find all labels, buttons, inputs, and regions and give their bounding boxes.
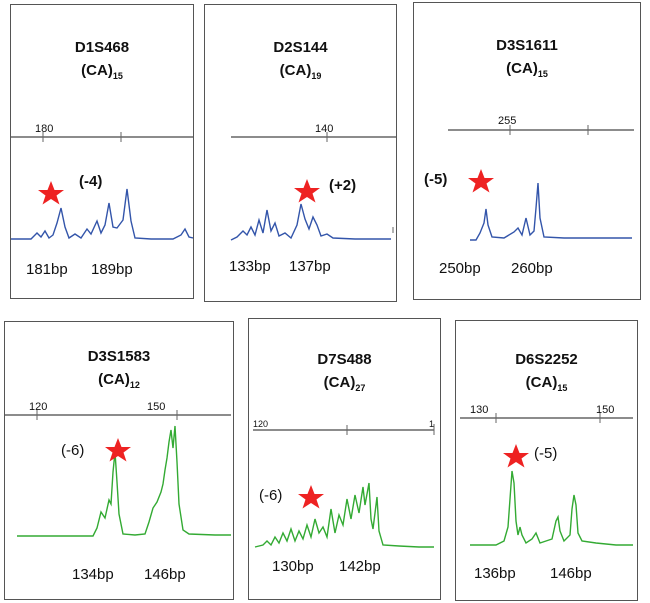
axis-tick-label: 120 [29, 401, 48, 413]
repeat-motif: (CA)19 [279, 62, 322, 81]
panel-d6s2252: D6S2252 (CA)15 130 150 (-5) 136bp 146bp [455, 320, 638, 601]
repeat-motif: (CA)27 [323, 374, 366, 393]
axis-tick-label: 140 [315, 123, 334, 135]
axis-tick-label: 255 [498, 115, 517, 127]
star-icon [105, 438, 131, 462]
allele-size-label: 134bp [72, 566, 114, 583]
repeat-motif: (CA)15 [81, 62, 123, 81]
axis-tick-label: 180 [35, 123, 54, 135]
allele-shift-label: (-4) [79, 173, 103, 190]
trace-d7s488 [253, 424, 435, 548]
panel-d7s488: D7S488 (CA)27 120 1 (-6) 130bp 142bp [248, 318, 441, 600]
allele-size-label: 133bp [229, 258, 271, 275]
trace-d3s1583 [5, 410, 231, 537]
panel-d3s1611: D3S1611 (CA)15 255 (-5) 250bp 260bp [413, 2, 641, 300]
allele-size-label: 181bp [26, 261, 68, 278]
allele-shift-label: (-6) [259, 487, 283, 504]
axis-tick-label: 130 [470, 404, 489, 416]
allele-size-label: 146bp [550, 565, 592, 582]
trace-d3s1611 [448, 125, 634, 241]
axis-tick-label: 150 [147, 401, 166, 413]
trace-d1s468 [11, 132, 193, 240]
allele-shift-label: (+2) [329, 177, 357, 194]
allele-size-label: 250bp [439, 260, 481, 277]
allele-size-label: 146bp [144, 566, 186, 583]
trace-d2s144 [230, 132, 396, 241]
allele-size-label: 260bp [511, 260, 553, 277]
allele-size-label: 142bp [339, 558, 381, 575]
marker-name: D2S144 [273, 39, 328, 56]
marker-name: D7S488 [317, 351, 372, 368]
axis-tick-label: 1 [429, 419, 435, 429]
allele-shift-label: (-6) [61, 442, 85, 459]
panel-d3s1583: D3S1583 (CA)12 120 150 (-6) 134bp 146bp [4, 321, 234, 600]
repeat-motif: (CA)12 [98, 371, 140, 390]
star-icon [38, 181, 64, 205]
allele-size-label: 136bp [474, 565, 516, 582]
star-icon [298, 485, 324, 509]
allele-size-label: 189bp [91, 261, 133, 278]
allele-size-label: 137bp [289, 258, 331, 275]
axis-tick-label: 120 [253, 419, 269, 429]
marker-name: D3S1611 [496, 37, 558, 54]
panel-d1s468: D1S468 (CA)15 180 (-4) 181bp 189bp [10, 4, 194, 299]
star-icon [468, 169, 494, 193]
marker-name: D6S2252 [515, 351, 578, 368]
allele-shift-label: (-5) [424, 171, 448, 188]
star-icon [503, 444, 529, 468]
star-icon [294, 179, 320, 203]
allele-size-label: 130bp [272, 558, 314, 575]
panel-d2s144: D2S144 (CA)19 140 (+2) 133bp 137bp [204, 4, 397, 302]
repeat-motif: (CA)15 [506, 60, 548, 79]
marker-name: D1S468 [74, 39, 130, 56]
axis-tick-label: 150 [596, 404, 615, 416]
trace-d6s2252 [460, 413, 633, 546]
marker-name: D3S1583 [87, 348, 151, 365]
repeat-motif: (CA)15 [525, 374, 568, 393]
allele-shift-label: (-5) [534, 445, 558, 462]
